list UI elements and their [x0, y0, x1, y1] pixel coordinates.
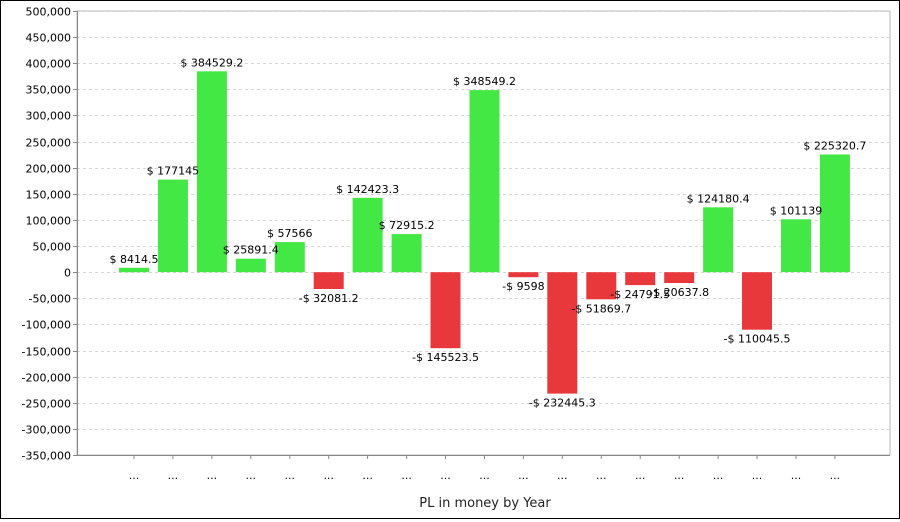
bar — [586, 272, 617, 300]
data-label: $ 25891.4 — [223, 244, 279, 257]
data-label: $ 142423.3 — [336, 183, 399, 196]
data-label: $ 225320.7 — [803, 140, 866, 153]
data-label: -$ 51869.7 — [571, 302, 631, 315]
y-tick-label: -250,000 — [22, 398, 71, 411]
x-tick-label: ... — [285, 469, 296, 482]
y-tick-label: -200,000 — [22, 372, 71, 385]
bar — [664, 272, 695, 283]
x-tick-label: ... — [674, 469, 685, 482]
y-tick-label: -300,000 — [22, 424, 71, 437]
y-tick-label: -350,000 — [22, 450, 71, 463]
bar — [313, 272, 344, 289]
data-label: -$ 232445.3 — [529, 397, 596, 410]
x-tick-label: ... — [246, 469, 257, 482]
y-tick-label: 250,000 — [26, 137, 72, 150]
x-tick-label: ... — [635, 469, 646, 482]
data-label: -$ 24791.5 — [610, 288, 670, 301]
y-tick-label: 0 — [64, 267, 71, 280]
x-tick-label: ... — [207, 469, 218, 482]
x-tick-label: ... — [557, 469, 568, 482]
y-tick-label: 50,000 — [33, 241, 72, 254]
x-tick-label: ... — [401, 469, 412, 482]
data-label: -$ 20637.8 — [649, 286, 709, 299]
bar — [235, 258, 266, 273]
bar — [625, 272, 656, 286]
x-tick-label: ... — [129, 469, 140, 482]
x-tick-label: ... — [362, 469, 373, 482]
data-label: -$ 145523.5 — [412, 351, 479, 364]
x-tick-label: ... — [168, 469, 179, 482]
x-tick-label: ... — [830, 469, 841, 482]
bar — [352, 197, 383, 273]
data-label: $ 124180.4 — [687, 192, 750, 205]
bar — [742, 272, 772, 330]
y-tick-label: 150,000 — [26, 189, 72, 202]
y-tick-label: 300,000 — [26, 110, 72, 123]
bar — [547, 272, 578, 394]
x-tick-label: ... — [791, 469, 802, 482]
y-tick-label: 450,000 — [26, 32, 72, 45]
y-tick-label: 100,000 — [26, 215, 72, 228]
x-axis-title: PL in money by Year — [419, 496, 551, 511]
y-tick-labels: 500,000 450,000 400,000 350,000 300,000 250,0… — [22, 6, 71, 463]
data-label: -$ 32081.2 — [299, 292, 359, 305]
data-label: $ 348549.2 — [453, 75, 516, 88]
x-tick-label: ... — [479, 469, 490, 482]
bars — [119, 71, 850, 394]
bar — [274, 242, 305, 273]
x-tick-labels: ........................................… — [129, 469, 840, 482]
bar — [157, 179, 188, 273]
data-label: -$ 110045.5 — [724, 333, 791, 346]
x-tick-label: ... — [752, 469, 763, 482]
axes — [73, 11, 890, 459]
data-label: $ 384529.2 — [180, 56, 243, 69]
y-tick-label: 400,000 — [26, 58, 72, 71]
data-label: $ 72915.2 — [379, 219, 435, 232]
y-tick-label: 200,000 — [26, 163, 72, 176]
x-tick-label: ... — [323, 469, 334, 482]
bar — [508, 272, 539, 278]
x-tick-label: ... — [713, 469, 724, 482]
x-tick-label: ... — [518, 469, 529, 482]
bar — [469, 90, 500, 273]
y-tick-label: -50,000 — [29, 293, 71, 306]
x-tick-label: ... — [440, 469, 451, 482]
data-label: $ 8414.5 — [110, 253, 159, 266]
data-label: $ 57566 — [267, 227, 313, 240]
data-label: $ 101139 — [770, 204, 823, 217]
data-labels: $ 8414.5 $ 177145 $ 384529.2 $ 25891.4 $ 575… — [110, 56, 867, 409]
bar — [781, 219, 811, 273]
bar — [196, 71, 227, 273]
data-label: $ 177145 — [147, 165, 200, 178]
bar — [430, 272, 461, 349]
y-tick-label: -150,000 — [22, 346, 71, 359]
y-tick-label: 350,000 — [26, 84, 72, 97]
bar — [703, 207, 734, 273]
bar — [391, 234, 422, 273]
x-tick-label: ... — [596, 469, 607, 482]
bar — [119, 267, 149, 273]
bar — [819, 154, 850, 273]
y-tick-label: 500,000 — [26, 6, 72, 19]
data-label: -$ 9598 — [502, 280, 544, 293]
y-tick-label: -100,000 — [22, 319, 71, 332]
